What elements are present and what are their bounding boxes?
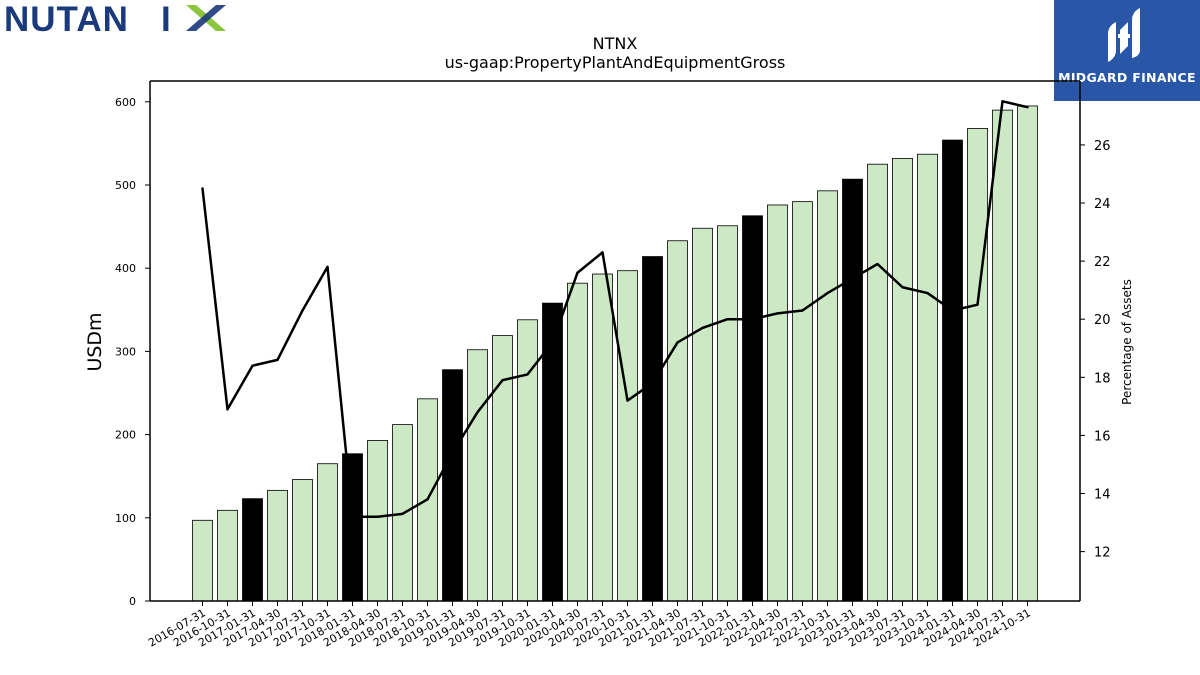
line-point-2017-07-31 [301,309,304,312]
bar-2022-07-31 [792,201,813,602]
chart-subtitle: us-gaap:PropertyPlantAndEquipmentGross [445,53,786,72]
bar-2023-10-31 [917,153,938,602]
bar-2022-10-31 [817,190,838,602]
y-tick-label-left: 0 [129,595,136,608]
bar-2018-01-31 [342,453,363,602]
line-point-2023-10-31 [926,291,929,295]
bar-2024-01-31 [942,139,963,602]
svg-text:I: I [161,0,171,39]
line-point-2024-01-31 [951,309,954,312]
line-point-2023-07-31 [901,286,904,289]
y-tick-label-right: 14 [1094,488,1111,503]
line-point-2020-04-30 [576,271,579,274]
line-point-2018-04-30 [376,515,379,518]
bar-2022-01-31 [742,215,763,602]
y-tick-label-left: 200 [115,429,136,442]
bar-2021-07-31 [692,227,713,602]
line-point-2024-04-30 [976,303,979,306]
bar-series [192,105,1038,602]
midgard-brand-text: MIDGARD FINANCE [1058,70,1196,85]
line-point-2017-01-31 [251,364,254,367]
line-point-2021-01-31 [651,381,654,385]
bar-2021-04-30 [667,240,688,602]
bar-2019-01-31 [442,369,463,602]
bar-2017-04-30 [267,489,288,602]
y-tick-label-right: 22 [1094,255,1111,270]
bar-2021-01-31 [642,256,663,602]
line-point-2023-01-31 [851,277,854,280]
bar-2024-04-30 [967,128,988,602]
bar-2017-07-31 [292,479,313,602]
line-point-2024-07-31 [1001,100,1004,103]
line-point-2020-10-31 [626,399,629,402]
line-point-2022-04-30 [776,312,779,315]
bar-2019-10-31 [517,319,538,602]
bar-2019-07-31 [492,335,513,602]
line-point-2017-04-30 [276,358,279,362]
line-point-2023-04-30 [876,262,879,266]
line-point-2018-01-31 [351,515,354,518]
midgard-finance-logo: MIDGARD FINANCE [1054,0,1200,101]
bar-2021-10-31 [717,225,738,602]
bar-2024-10-31 [1017,105,1038,602]
midgard-emblem-icon [1108,8,1140,62]
line-point-2021-10-31 [726,318,729,321]
svg-text:NUTAN: NUTAN [4,0,129,39]
y-tick-label-left: 300 [115,345,136,358]
line-point-2024-10-31 [1026,105,1029,109]
line-point-2017-10-31 [326,265,329,269]
y-tick-label-right: 24 [1094,197,1111,212]
line-point-2021-07-31 [701,326,704,330]
y-tick-label-left: 600 [115,96,136,109]
y-tick-label-right: 12 [1094,546,1111,561]
bar-2024-07-31 [992,109,1013,602]
line-point-2018-07-31 [401,512,404,516]
y-tick-label-left: 100 [115,512,136,525]
bar-2023-04-30 [867,163,888,602]
bar-2023-07-31 [892,157,913,602]
line-point-2022-01-31 [751,318,754,321]
line-point-2016-07-31 [201,187,204,190]
y-axis-label-left: USDm [84,312,106,371]
bar-2023-01-31 [842,178,863,602]
line-point-2020-07-31 [601,251,604,254]
percentage-line [201,100,1028,519]
y-axis-label-right: Percentage of Assets [1120,279,1134,405]
y-tick-label-right: 20 [1094,313,1111,328]
bar-2019-04-30 [467,349,488,602]
bar-2020-04-30 [567,282,588,602]
y-tick-label-right: 18 [1094,371,1111,386]
line-point-2019-10-31 [526,373,529,376]
y-tick-label-left: 500 [115,179,136,192]
line-point-2016-10-31 [226,408,229,411]
bar-2020-10-31 [617,270,638,602]
chart-title: NTNX [593,34,638,53]
bar-2016-07-31 [192,519,213,602]
bar-2016-10-31 [217,509,238,602]
y-tick-label-left: 400 [115,262,136,275]
line-series [201,100,1029,519]
line-point-2018-10-31 [426,498,429,501]
bar-2018-04-30 [367,440,388,602]
line-point-2019-01-31 [451,451,454,455]
line-point-2022-07-31 [801,309,804,312]
nutanix-logo: NUTAN I [4,0,226,39]
bar-2020-01-31 [542,302,563,602]
bar-2017-01-31 [242,498,263,602]
line-point-2022-10-31 [826,291,829,295]
line-point-2021-04-30 [676,341,679,344]
y-tick-label-right: 16 [1094,429,1111,444]
bar-2020-07-31 [592,273,613,602]
line-point-2019-07-31 [501,379,504,382]
line-point-2019-04-30 [476,410,479,414]
y-tick-label-right: 26 [1094,139,1111,154]
bar-2022-04-30 [767,204,788,602]
bar-2017-10-31 [317,463,338,602]
line-point-2020-01-31 [551,341,554,344]
